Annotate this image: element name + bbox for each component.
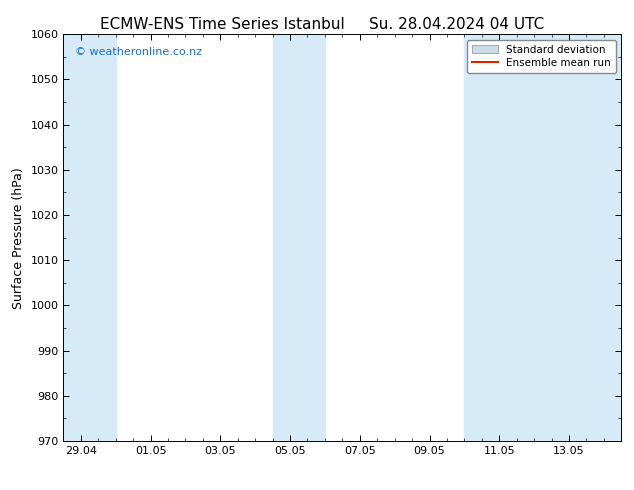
Y-axis label: Surface Pressure (hPa): Surface Pressure (hPa)	[12, 167, 25, 309]
Text: © weatheronline.co.nz: © weatheronline.co.nz	[75, 47, 202, 56]
Bar	[273, 34, 325, 441]
Legend: Standard deviation, Ensemble mean run: Standard deviation, Ensemble mean run	[467, 40, 616, 73]
Text: ECMW-ENS Time Series Istanbul: ECMW-ENS Time Series Istanbul	[100, 17, 344, 32]
Bar	[63, 34, 115, 441]
Bar	[464, 34, 621, 441]
Text: Su. 28.04.2024 04 UTC: Su. 28.04.2024 04 UTC	[369, 17, 544, 32]
